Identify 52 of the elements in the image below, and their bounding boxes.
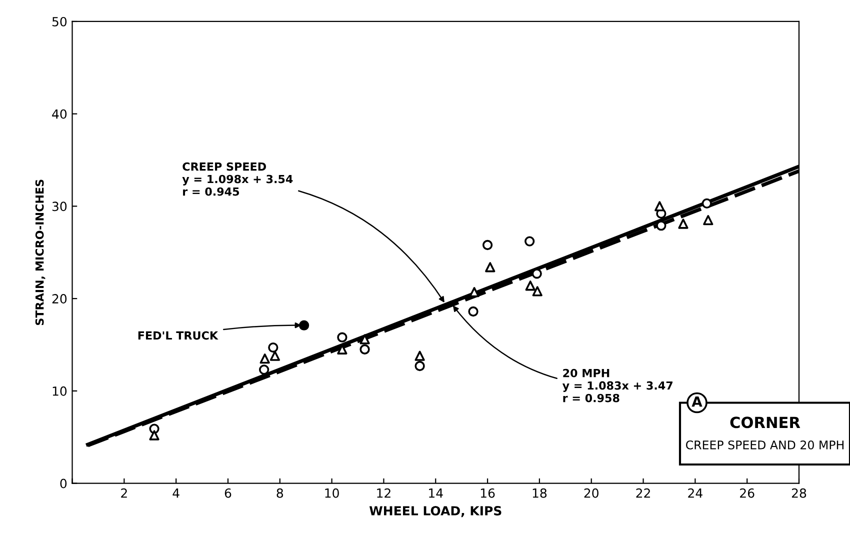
- point: [678, 218, 688, 229]
- point: [654, 201, 665, 212]
- point: [414, 360, 425, 372]
- x-tick-label: 2: [121, 488, 127, 498]
- x-tick-label: 10: [325, 488, 339, 498]
- y-tick-label: 50: [52, 16, 67, 26]
- y-axis-title: STRAIN, MICRO-INCHES: [35, 180, 46, 326]
- annotation: FED'L TRUCK: [138, 331, 218, 340]
- x-tick-label: 8: [276, 488, 284, 498]
- y-tick-label: 20: [52, 294, 67, 304]
- point: [268, 342, 278, 353]
- point: [532, 286, 542, 296]
- y-tick-label: 30: [52, 202, 67, 212]
- point: [258, 364, 270, 375]
- point: [485, 262, 496, 272]
- point: [298, 320, 310, 330]
- y-tick-label: 40: [52, 109, 67, 119]
- point: [482, 240, 493, 250]
- point: [525, 280, 536, 291]
- x-tick-label: 24: [688, 488, 702, 498]
- point: [656, 220, 666, 231]
- x-tick-label: 12: [377, 488, 390, 498]
- x-tick-label: 4: [172, 488, 180, 498]
- y-tick-label: 10: [52, 386, 67, 396]
- point: [149, 430, 160, 440]
- point: [703, 214, 714, 226]
- x-tick-label: 6: [224, 488, 232, 498]
- text: CREEP SPEED AND 20 MPH: [686, 440, 844, 450]
- point: [469, 287, 480, 298]
- point: [360, 344, 370, 354]
- point: [532, 268, 542, 279]
- x-tick-label: 18: [532, 488, 547, 498]
- x-tick-label: 20: [584, 488, 598, 498]
- x-axis-title: WHEEL LOAD, KIPS: [369, 506, 502, 518]
- point: [260, 354, 270, 364]
- point: [337, 332, 348, 342]
- point: [270, 350, 280, 361]
- text: CORNER: [730, 416, 800, 428]
- x-tick-label: 22: [636, 488, 650, 498]
- x-tick-label: 26: [740, 488, 754, 498]
- x-tick-label: 28: [792, 488, 806, 498]
- y-tick-label: 0: [60, 478, 67, 488]
- x-tick-label: 16: [480, 488, 495, 498]
- point: [360, 334, 370, 344]
- point: [702, 198, 712, 209]
- annotation: 20 MPH y = 1.083x + 3.47 r = 0.958: [562, 368, 672, 402]
- x-tick-label: 14: [429, 488, 443, 498]
- point: [468, 306, 478, 317]
- annotation: A: [692, 396, 702, 407]
- point: [524, 236, 535, 246]
- point: [414, 350, 425, 361]
- annotation: CREEP SPEED y = 1.098x + 3.54 r = 0.945: [182, 162, 293, 196]
